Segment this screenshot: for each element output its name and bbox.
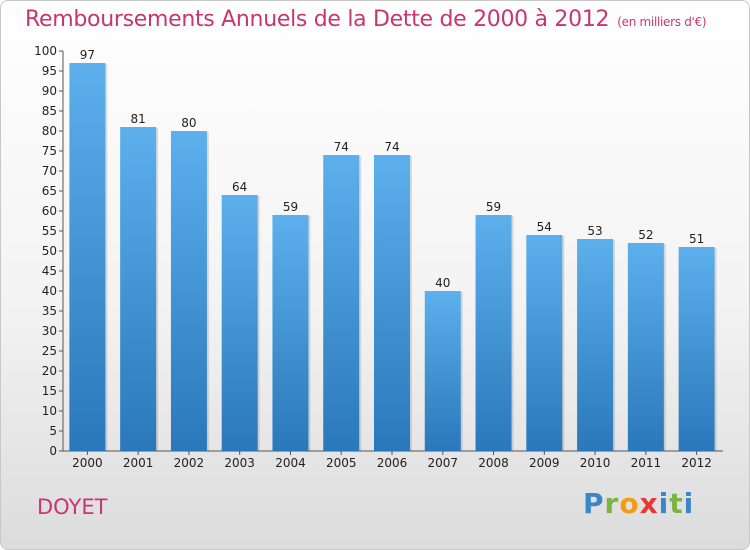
logo-letter: t bbox=[669, 487, 684, 520]
y-tick-label: 50 bbox=[42, 244, 57, 258]
y-tick-label: 20 bbox=[42, 364, 57, 378]
y-tick-label: 80 bbox=[42, 124, 57, 138]
bar-2010 bbox=[577, 239, 614, 451]
logo-letter: r bbox=[604, 487, 620, 520]
place-name: DOYET bbox=[37, 495, 108, 519]
x-tick-label-2003: 2003 bbox=[224, 456, 255, 470]
y-tick-label: 40 bbox=[42, 284, 57, 298]
y-tick-label: 90 bbox=[42, 84, 57, 98]
bar-2009 bbox=[526, 235, 563, 451]
y-tick-label: 70 bbox=[42, 164, 57, 178]
data-label-2010: 53 bbox=[587, 224, 602, 238]
data-label-2000: 97 bbox=[80, 48, 95, 62]
logo-letter: i bbox=[683, 487, 695, 520]
chart-labels: 2000 97 2001 81 2002 80 2003 64 2004 59 2005 74 2006… bbox=[72, 48, 712, 470]
bar-2004 bbox=[272, 215, 309, 451]
bar-2008 bbox=[475, 215, 512, 451]
y-tick-label: 95 bbox=[42, 64, 57, 78]
y-tick-label: 65 bbox=[42, 184, 57, 198]
data-label-2002: 80 bbox=[181, 116, 196, 130]
x-tick-label-2012: 2012 bbox=[681, 456, 712, 470]
y-tick-label: 15 bbox=[42, 384, 57, 398]
x-tick-label-2004: 2004 bbox=[275, 456, 306, 470]
bar-2001 bbox=[120, 127, 157, 451]
x-tick-label-2010: 2010 bbox=[580, 456, 611, 470]
logo-letter: P bbox=[583, 487, 605, 520]
chart-axes: 0 5 10 15 20 25 30 35 40 45 50 55 60 65 70 75 80 85 90 95 10… bbox=[34, 44, 723, 458]
x-tick-label-2005: 2005 bbox=[326, 456, 357, 470]
data-label-2009: 54 bbox=[537, 220, 552, 234]
x-tick-label-2009: 2009 bbox=[529, 456, 560, 470]
x-tick-label-2000: 2000 bbox=[72, 456, 103, 470]
chart-bars bbox=[69, 63, 717, 451]
x-tick-label-2001: 2001 bbox=[123, 456, 154, 470]
y-tick-label: 30 bbox=[42, 324, 57, 338]
logo-letter: x bbox=[639, 487, 659, 520]
data-label-2004: 59 bbox=[283, 200, 298, 214]
data-label-2011: 52 bbox=[638, 228, 653, 242]
x-tick-label-2006: 2006 bbox=[377, 456, 408, 470]
logo-letter: o bbox=[619, 487, 640, 520]
bar-2005 bbox=[323, 155, 360, 451]
proxiti-logo: Proxiti bbox=[583, 487, 694, 520]
y-tick-label: 25 bbox=[42, 344, 57, 358]
data-label-2006: 74 bbox=[384, 140, 399, 154]
logo-letter: i bbox=[658, 487, 670, 520]
y-tick-label: 0 bbox=[49, 444, 57, 458]
y-tick-label: 85 bbox=[42, 104, 57, 118]
x-tick-label-2007: 2007 bbox=[427, 456, 458, 470]
data-label-2007: 40 bbox=[435, 276, 450, 290]
bar-2003 bbox=[221, 195, 258, 451]
data-label-2012: 51 bbox=[689, 232, 704, 246]
x-tick-label-2008: 2008 bbox=[478, 456, 509, 470]
bar-2002 bbox=[170, 131, 207, 451]
y-tick-label: 100 bbox=[34, 44, 57, 58]
bar-2011 bbox=[627, 243, 664, 451]
chart-title-text: Remboursements Annuels de la Dette de 20… bbox=[25, 7, 610, 32]
y-tick-label: 75 bbox=[42, 144, 57, 158]
data-label-2003: 64 bbox=[232, 180, 247, 194]
x-tick-label-2002: 2002 bbox=[174, 456, 205, 470]
data-label-2005: 74 bbox=[334, 140, 349, 154]
y-tick-label: 35 bbox=[42, 304, 57, 318]
y-tick-label: 5 bbox=[49, 424, 57, 438]
y-tick-label: 55 bbox=[42, 224, 57, 238]
chart-title: Remboursements Annuels de la Dette de 20… bbox=[25, 7, 707, 32]
bar-2007 bbox=[424, 291, 461, 451]
y-tick-label: 45 bbox=[42, 264, 57, 278]
y-tick-label: 60 bbox=[42, 204, 57, 218]
bar-2000 bbox=[69, 63, 106, 451]
data-label-2001: 81 bbox=[131, 112, 146, 126]
bar-2012 bbox=[678, 247, 715, 451]
data-label-2008: 59 bbox=[486, 200, 501, 214]
y-tick-label: 10 bbox=[42, 404, 57, 418]
chart-unit: (en milliers d'€) bbox=[617, 15, 707, 29]
x-tick-label-2011: 2011 bbox=[631, 456, 662, 470]
bar-2006 bbox=[374, 155, 410, 451]
